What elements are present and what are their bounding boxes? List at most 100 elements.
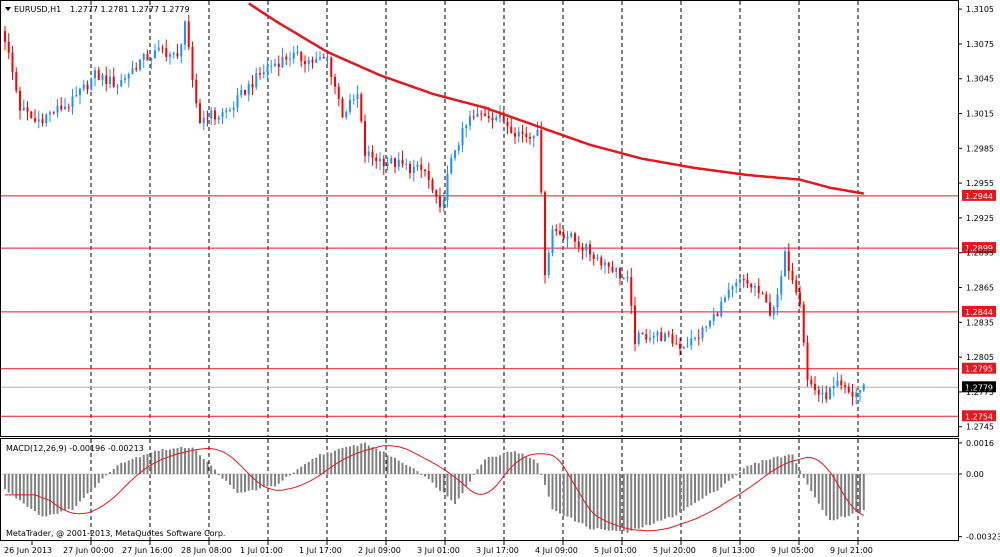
y-tick-label: 1.2775 xyxy=(966,388,994,397)
macd-bar xyxy=(705,473,708,496)
candle-body xyxy=(397,159,400,167)
macd-bar xyxy=(855,473,858,513)
candle-body xyxy=(697,337,700,339)
candle-body xyxy=(424,169,426,172)
macd-bar xyxy=(791,454,794,474)
candle-body xyxy=(315,58,318,63)
candle-body xyxy=(371,151,374,158)
candle-body xyxy=(806,342,809,380)
macd-bar xyxy=(784,455,786,474)
candlesticks[interactable] xyxy=(4,14,865,406)
macd-bar xyxy=(210,465,213,474)
macd-bar xyxy=(307,461,310,474)
candle-body xyxy=(262,72,265,75)
candle-body xyxy=(71,96,74,107)
macd-bar xyxy=(604,473,606,530)
candle-body xyxy=(754,285,756,288)
x-tick-label: 9 Jul 05:00 xyxy=(771,546,814,555)
macd-bar xyxy=(319,454,321,474)
y-tick-label: 1.2895 xyxy=(966,249,994,258)
candle-body xyxy=(551,229,554,254)
candle-body xyxy=(675,343,678,345)
candle-body xyxy=(592,254,595,259)
macd-bar xyxy=(555,473,558,512)
macd-bar xyxy=(105,473,108,476)
macd-bar xyxy=(589,473,591,530)
candle-body xyxy=(352,99,355,101)
candle-body xyxy=(660,332,663,342)
candle-body xyxy=(19,90,21,111)
candle-body xyxy=(337,86,340,99)
candle-body xyxy=(450,158,453,174)
candle-body xyxy=(4,31,6,42)
macd-bar xyxy=(720,473,723,488)
candle-body xyxy=(356,94,359,100)
candle-body xyxy=(735,282,738,287)
symbol-label: EURUSD,H1 xyxy=(14,5,61,14)
macd-bar xyxy=(637,473,640,529)
macd-bar xyxy=(199,455,201,474)
candle-body xyxy=(405,163,408,165)
candle-body xyxy=(322,57,325,59)
macd-bar xyxy=(765,460,768,474)
macd-bar xyxy=(191,447,194,474)
macd-bar xyxy=(742,468,745,474)
candle-body xyxy=(514,133,516,137)
candle-body xyxy=(742,279,745,281)
dropdown-triangle-icon[interactable] xyxy=(5,7,11,11)
macd-bar xyxy=(409,466,411,474)
candle-body xyxy=(367,151,370,156)
macd-bar xyxy=(469,473,471,482)
macd-bar xyxy=(412,468,415,474)
candle-body xyxy=(116,86,119,88)
candle-body xyxy=(727,289,730,298)
macd-bar xyxy=(712,473,715,492)
candle-body xyxy=(619,268,621,279)
macd-bar xyxy=(4,473,6,490)
candle-body xyxy=(536,129,539,136)
macd-bar xyxy=(727,473,730,481)
macd-bar xyxy=(405,465,408,474)
candle-body xyxy=(154,50,156,59)
x-tick-label: 27 Jun 00:00 xyxy=(63,546,114,555)
candle-body xyxy=(517,131,520,137)
candle-body xyxy=(409,163,411,174)
macd-bar xyxy=(82,473,85,498)
candle-body xyxy=(626,277,629,279)
level-price-tag xyxy=(962,362,996,374)
macd-bar xyxy=(806,473,809,485)
macd-bar xyxy=(274,473,276,487)
candle-body xyxy=(210,110,213,119)
candle-body xyxy=(64,106,66,110)
macd-bar xyxy=(690,473,693,506)
candle-body xyxy=(349,99,351,112)
macd-bar xyxy=(22,473,25,504)
macd-bar xyxy=(446,473,449,497)
candle-body xyxy=(184,21,186,45)
x-tick-label: 1 Jul 01:00 xyxy=(240,546,283,555)
macd-tick-label: -0.00323 xyxy=(966,533,1000,542)
candle-body xyxy=(844,385,846,387)
candle-body xyxy=(412,166,415,174)
candle-body xyxy=(761,293,764,295)
macd-bar xyxy=(86,473,89,494)
macd-bar xyxy=(240,473,243,493)
macd-bar xyxy=(529,457,531,474)
macd-bar xyxy=(150,452,153,474)
macd-bar xyxy=(277,473,280,484)
candle-body xyxy=(416,164,419,167)
macd-bar xyxy=(394,457,396,474)
candle-body xyxy=(285,56,288,60)
candle-body xyxy=(499,112,501,118)
macd-bar xyxy=(255,473,258,491)
candle-body xyxy=(637,332,640,344)
macd-bar xyxy=(262,473,265,488)
ma-line xyxy=(248,2,865,195)
candle-body xyxy=(784,251,786,277)
macd-bar xyxy=(847,473,850,517)
macd-bar xyxy=(686,473,689,507)
candle-body xyxy=(746,279,749,284)
candle-body xyxy=(686,345,689,347)
x-tick-label: 5 Jul 01:00 xyxy=(594,546,637,555)
macd-bar xyxy=(600,473,603,530)
